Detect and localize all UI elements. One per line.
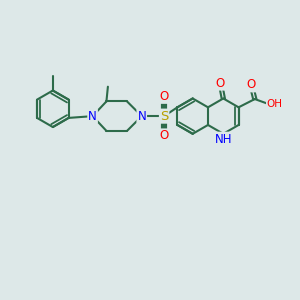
Text: N: N bbox=[137, 110, 146, 123]
Text: O: O bbox=[216, 77, 225, 90]
Text: O: O bbox=[160, 90, 169, 103]
Text: OH: OH bbox=[267, 99, 283, 110]
Text: O: O bbox=[160, 129, 169, 142]
Text: O: O bbox=[247, 78, 256, 92]
Text: S: S bbox=[160, 110, 168, 123]
Text: N: N bbox=[88, 110, 97, 123]
Text: NH: NH bbox=[214, 133, 232, 146]
